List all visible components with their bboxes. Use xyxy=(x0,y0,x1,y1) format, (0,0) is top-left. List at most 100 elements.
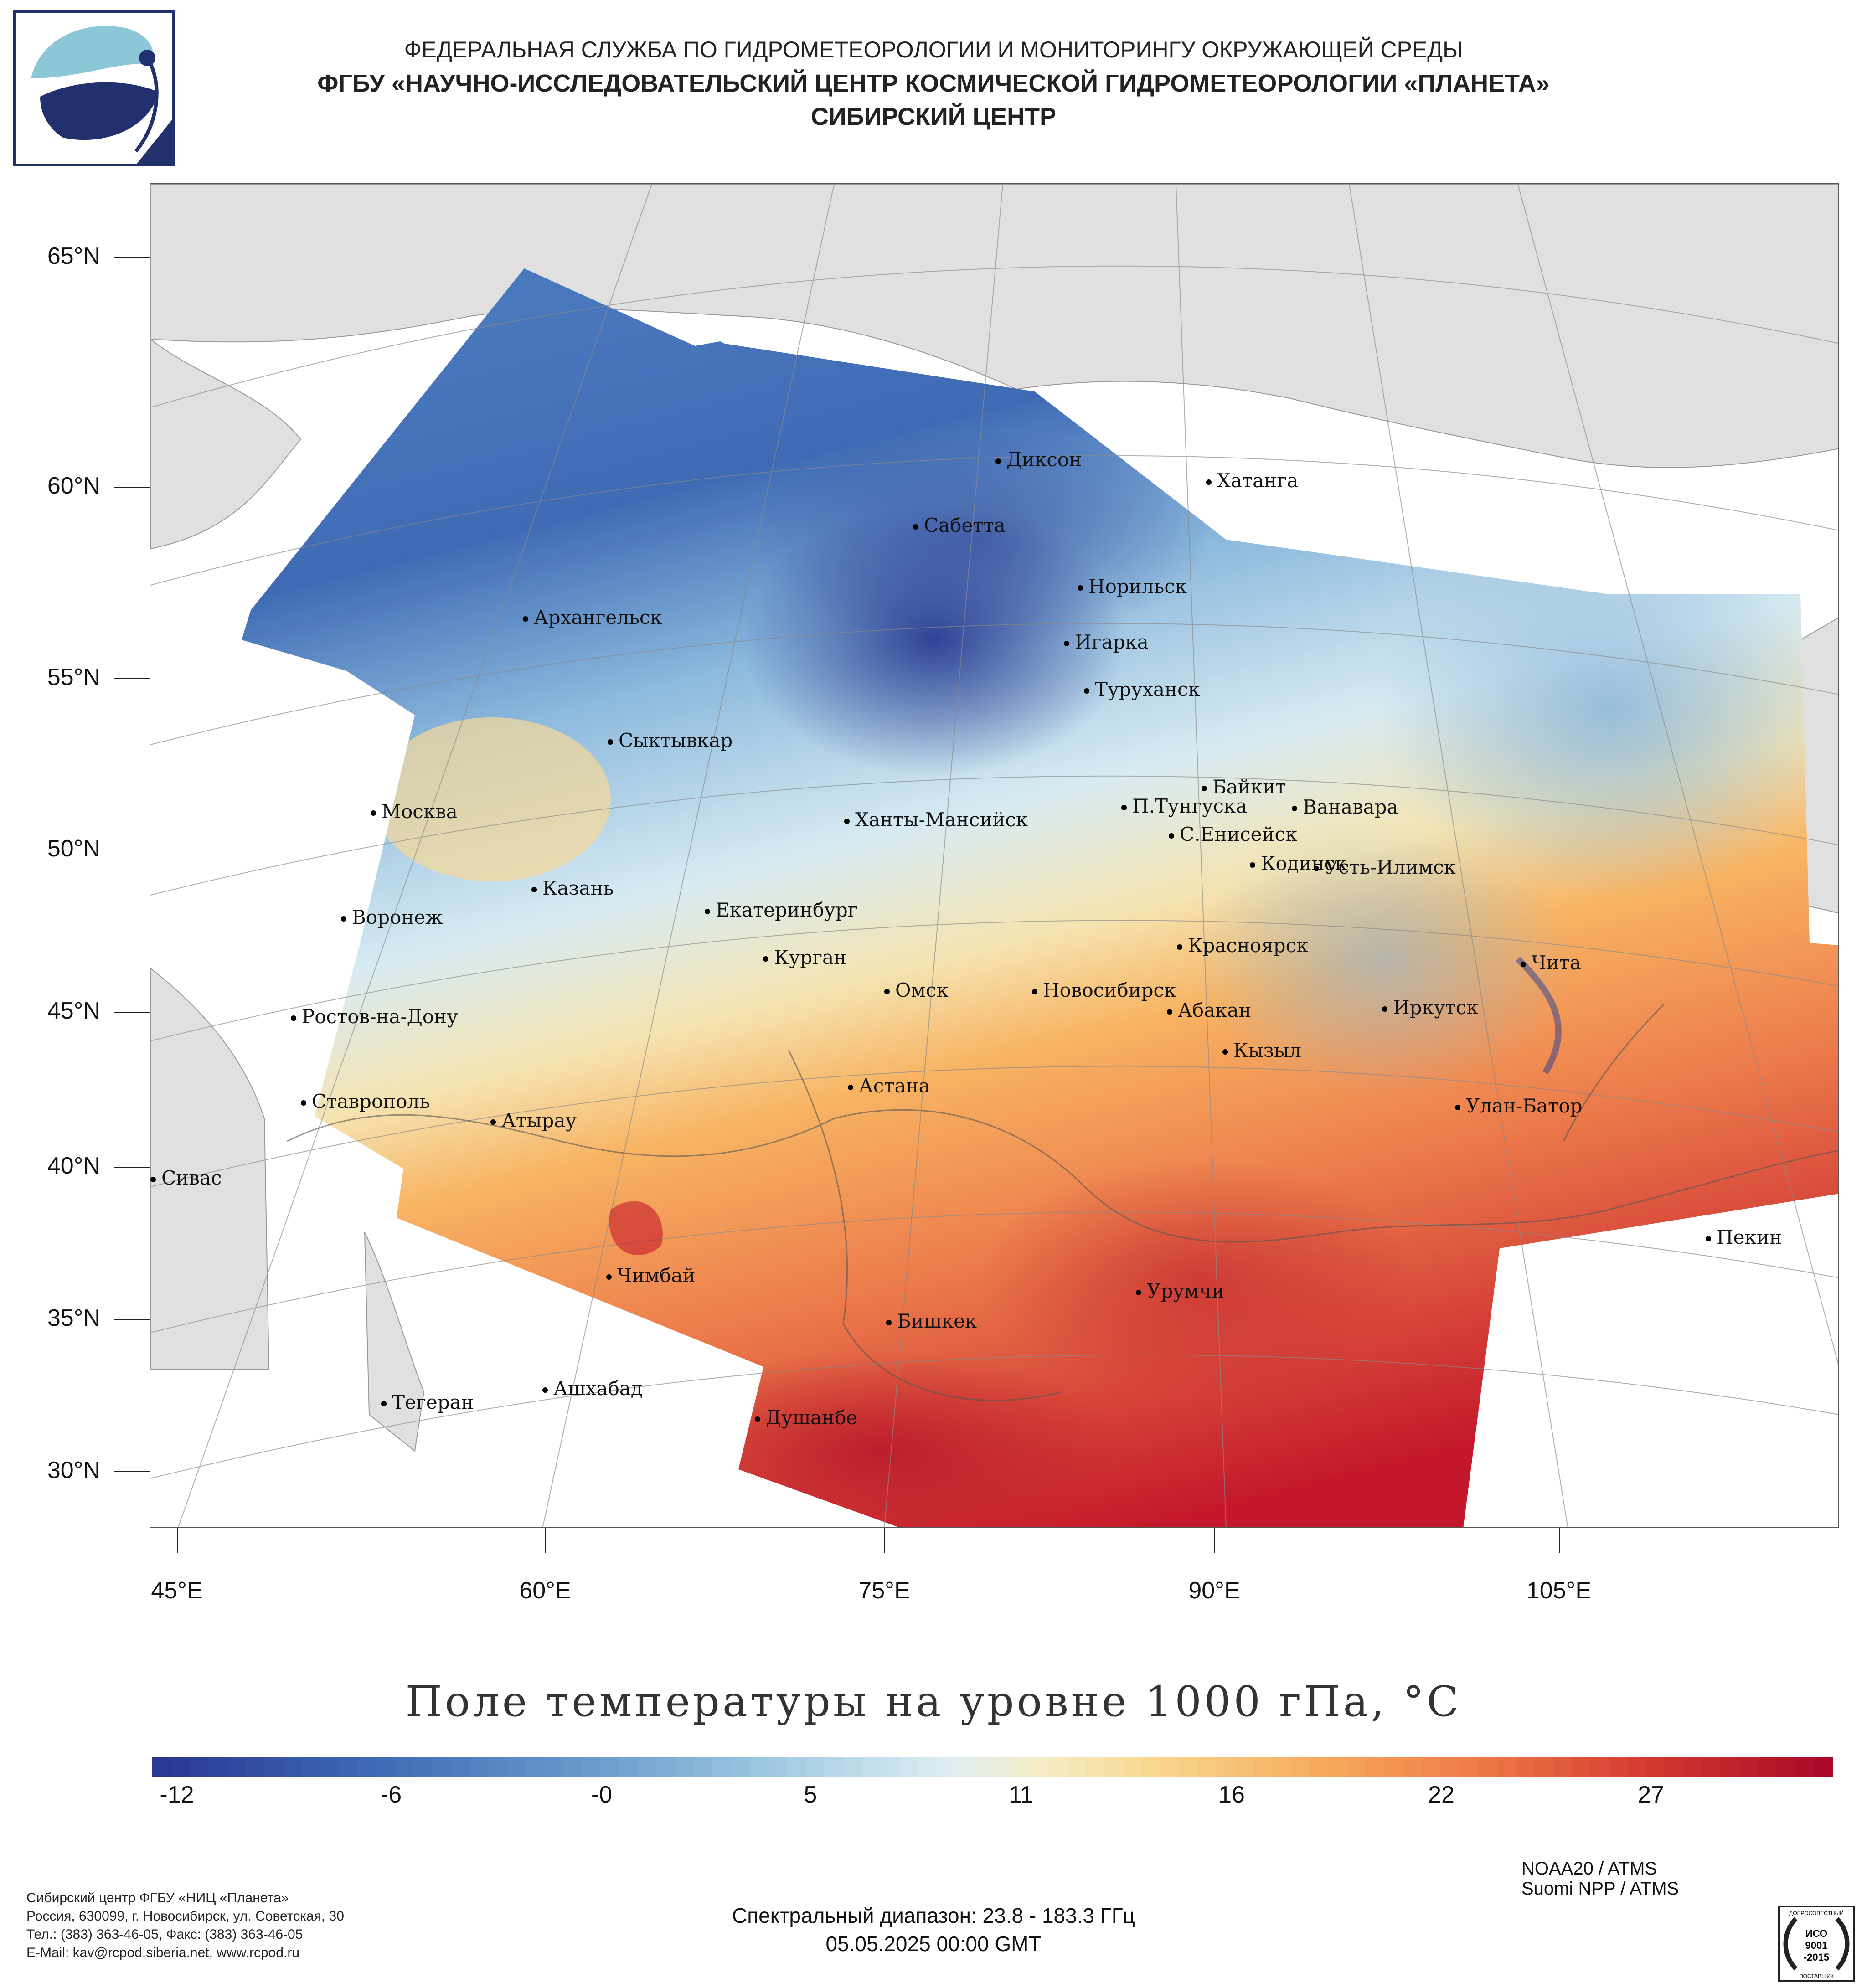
city-label: Иркутск xyxy=(1382,998,1478,1017)
city-name: Туруханск xyxy=(1095,678,1200,700)
scale-step xyxy=(1609,1757,1628,1777)
scale-step xyxy=(862,1757,881,1777)
scale-step xyxy=(1291,1757,1311,1777)
scale-step xyxy=(1553,1757,1572,1777)
scale-step xyxy=(1347,1757,1367,1777)
legend-title: Поле температуры на уровне 1000 гПа, °C xyxy=(405,1677,1462,1726)
city-dot xyxy=(705,909,710,914)
city-dot xyxy=(1292,806,1297,811)
scale-step xyxy=(768,1757,788,1777)
scale-step xyxy=(937,1757,956,1777)
scale-step xyxy=(526,1757,545,1777)
city-label: Ханты-Мансийск xyxy=(844,810,1028,829)
lon-label: 90°E xyxy=(1188,1577,1240,1604)
scale-step xyxy=(675,1757,694,1777)
lon-tick xyxy=(1559,1528,1560,1553)
scale-step xyxy=(993,1757,1012,1777)
city-label: Сивас xyxy=(150,1169,222,1188)
scale-step xyxy=(1048,1757,1068,1777)
scale-step xyxy=(1104,1757,1124,1777)
city-label: Новосибирск xyxy=(1032,981,1176,1000)
scale-step xyxy=(170,1757,190,1777)
city-label: Диксон xyxy=(995,450,1082,469)
sensor-info: NOAA20 / ATMS Suomi NPP / ATMS xyxy=(1521,1859,1679,1899)
scale-tick-label: 16 xyxy=(1218,1782,1245,1808)
city-label: Норильск xyxy=(1078,577,1187,596)
scale-step xyxy=(1740,1757,1759,1777)
scale-step xyxy=(787,1757,806,1777)
city-dot xyxy=(606,1274,612,1280)
city-name: Новосибирск xyxy=(1043,979,1176,1001)
scale-step xyxy=(638,1757,657,1777)
city-name: Душанбе xyxy=(766,1406,858,1429)
org-line: Россия, 630099, г. Новосибирск, ул. Сове… xyxy=(26,1909,344,1924)
lat-tick xyxy=(114,678,150,679)
city-name: Иркутск xyxy=(1393,996,1479,1019)
scale-step xyxy=(1086,1757,1105,1777)
city-dot xyxy=(1521,962,1526,967)
scale-step xyxy=(1198,1757,1217,1777)
city-label: П.Тунгуска xyxy=(1121,797,1247,816)
scale-step xyxy=(1460,1757,1479,1777)
lat-label: 65°N xyxy=(47,243,100,269)
scale-step xyxy=(712,1757,732,1777)
city-name: Курган xyxy=(774,946,847,968)
city-label: Архангельск xyxy=(523,608,662,627)
city-dot xyxy=(913,524,918,530)
city-label: Абакан xyxy=(1167,1001,1251,1020)
city-name: Норильск xyxy=(1088,575,1187,597)
scale-step xyxy=(1011,1757,1031,1777)
scale-step xyxy=(1254,1757,1274,1777)
city-name: Красноярск xyxy=(1188,934,1309,957)
lat-label: 45°N xyxy=(47,998,100,1024)
city-name: Екатеринбург xyxy=(716,899,858,921)
city-name: Ставрополь xyxy=(312,1090,430,1112)
city-name: Ашхабад xyxy=(553,1377,643,1400)
city-label: Байкит xyxy=(1202,778,1286,797)
city-name: Сивас xyxy=(161,1167,222,1189)
scale-step xyxy=(843,1757,862,1777)
city-name: Астана xyxy=(859,1075,930,1097)
lat-tick xyxy=(114,487,150,488)
city-label: Красноярск xyxy=(1177,936,1308,955)
city-label: Тегеран xyxy=(381,1393,474,1412)
city-name: Омск xyxy=(895,979,949,1001)
lat-label: 60°N xyxy=(47,473,100,499)
city-label: Туруханск xyxy=(1084,680,1200,699)
city-name: Усть-Илимск xyxy=(1325,856,1456,878)
graticule xyxy=(150,184,1838,1527)
lat-tick xyxy=(114,1167,150,1168)
city-dot xyxy=(381,1401,387,1406)
city-name: Урумчи xyxy=(1147,1280,1225,1302)
city-name: Игарка xyxy=(1075,631,1149,653)
scale-step xyxy=(918,1757,937,1777)
scale-step xyxy=(731,1757,750,1777)
city-name: Пекин xyxy=(1717,1226,1782,1248)
scale-step xyxy=(395,1757,414,1777)
city-dot xyxy=(1202,786,1207,791)
scale-step xyxy=(899,1757,918,1777)
color-scale-bar xyxy=(152,1757,1833,1777)
scale-step xyxy=(1067,1757,1087,1777)
city-dot xyxy=(531,887,537,892)
city-dot xyxy=(1078,585,1083,591)
scale-step xyxy=(301,1757,321,1777)
city-dot xyxy=(301,1100,306,1106)
scale-step xyxy=(1815,1757,1833,1777)
city-label: Ванавара xyxy=(1292,798,1398,817)
city-label: Усть-Илимск xyxy=(1314,858,1456,877)
city-label: Ставрополь xyxy=(301,1092,430,1111)
city-name: Атырау xyxy=(501,1109,577,1132)
city-name: Абакан xyxy=(1178,999,1252,1021)
city-name: Кодинск xyxy=(1261,852,1347,875)
city-name: П.Тунгуска xyxy=(1132,795,1248,817)
city-dot xyxy=(886,1320,892,1325)
city-dot xyxy=(1121,805,1127,810)
scale-step xyxy=(1497,1757,1516,1777)
city-dot xyxy=(490,1119,496,1125)
city-dot xyxy=(995,458,1001,464)
city-label: Ростов-на-Дону xyxy=(291,1007,458,1026)
city-dot xyxy=(1222,1049,1228,1055)
city-name: Улан-Батор xyxy=(1466,1095,1583,1117)
org-line: E-Mail: kav@rcpod.siberia.net, www.rcpod… xyxy=(26,1945,300,1960)
